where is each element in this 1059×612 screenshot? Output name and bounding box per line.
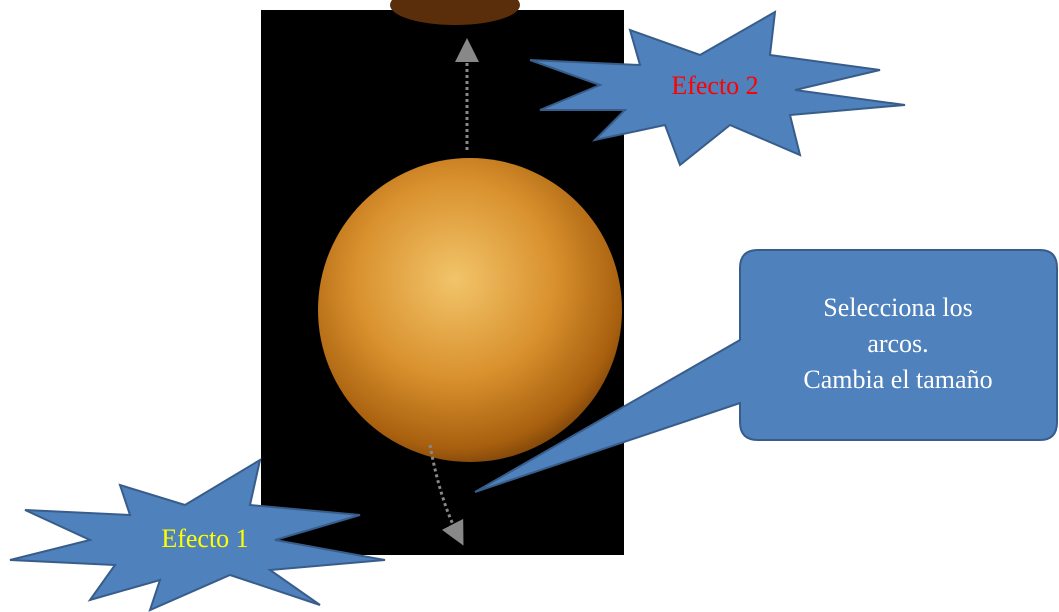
callout-line: Selecciona los	[823, 293, 972, 322]
callout-line: Cambia el tamaño	[803, 365, 992, 394]
starburst-label: Efecto 1	[161, 524, 248, 553]
motion-arc-bottom	[428, 444, 464, 546]
callout-line: arcos.	[867, 329, 928, 358]
callout	[474, 249, 1058, 493]
starburst	[9, 457, 386, 612]
planet	[318, 158, 622, 462]
starburst-label: Efecto 2	[671, 71, 758, 100]
top-planet	[390, 0, 520, 25]
starburst	[529, 10, 906, 167]
